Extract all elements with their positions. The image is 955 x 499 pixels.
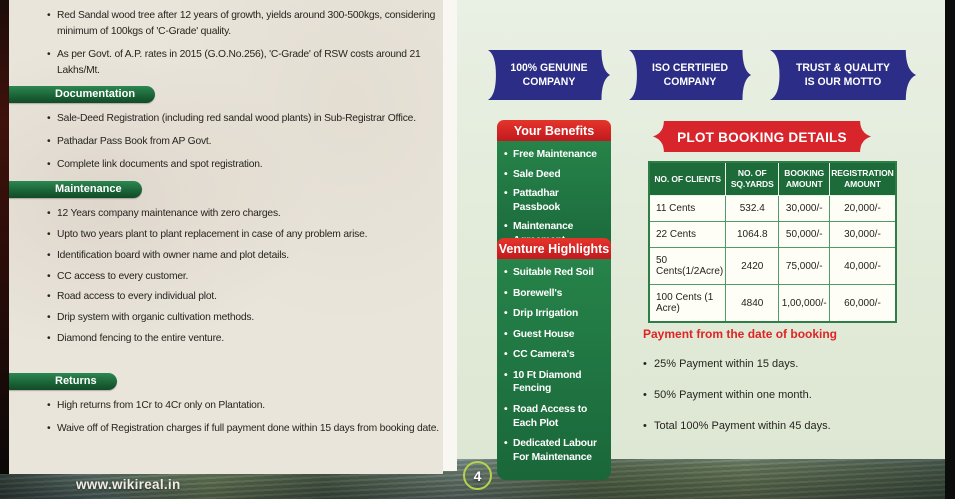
list-item: CC access to every customer. bbox=[47, 269, 439, 285]
banner-line: COMPANY bbox=[663, 76, 717, 88]
page-gutter bbox=[443, 0, 457, 471]
benefit-item: Pattadhar Passbook bbox=[504, 187, 608, 214]
banner-iso-certified: ISO CERTIFIED COMPANY bbox=[629, 50, 751, 100]
list-item: High returns from 1Cr to 4Cr only on Pla… bbox=[47, 398, 439, 414]
highlight-item: Guest House bbox=[504, 328, 608, 342]
payment-item: Total 100% Payment within 45 days. bbox=[643, 420, 943, 432]
highlight-item: CC Camera's bbox=[504, 348, 608, 362]
list-item: As per Govt. of A.P. rates in 2015 (G.O.… bbox=[47, 47, 439, 79]
benefit-item: Sale Deed bbox=[504, 168, 608, 182]
banner-line: ISO CERTIFIED bbox=[651, 61, 729, 74]
website-url: www.wikireal.in bbox=[76, 477, 181, 492]
banner-trust-quality: TRUST & QUALITY IS OUR MOTTO bbox=[770, 50, 916, 100]
list-item: Red Sandal wood tree after 12 years of g… bbox=[47, 8, 439, 40]
highlight-item: Drip Irrigation bbox=[504, 307, 608, 321]
left-page-edge bbox=[0, 0, 9, 474]
table-header-row: NO. OF CLIENTS NO. OF SQ.YARDS BOOKING A… bbox=[648, 161, 897, 197]
table-cell: 1064.8 bbox=[725, 221, 780, 249]
section-badge-maintenance: Maintenance bbox=[9, 180, 142, 198]
maintenance-section: 12 Years company maintenance with zero c… bbox=[47, 206, 439, 348]
payment-item: 25% Payment within 15 days. bbox=[643, 358, 943, 370]
list-item: Complete link documents and spot registr… bbox=[47, 157, 439, 173]
payment-item: 50% Payment within one month. bbox=[643, 389, 943, 401]
highlight-item: Road Access to Each Plot bbox=[504, 403, 608, 430]
table-cell: 100 Cents (1 Acre) bbox=[648, 284, 727, 323]
list-item: Waive off of Registration charges if ful… bbox=[47, 421, 439, 437]
table-header-cell: BOOKING AMOUNT bbox=[778, 161, 831, 197]
highlight-item: Borewell's bbox=[504, 287, 608, 301]
highlight-item: Dedicated Labour For Maintenance bbox=[504, 437, 608, 464]
table-cell: 50 Cents(1/2Acre) bbox=[648, 247, 727, 286]
table-cell: 60,000/- bbox=[829, 284, 897, 323]
list-item: Upto two years plant to plant replacemen… bbox=[47, 227, 439, 243]
table-cell: 50,000/- bbox=[778, 221, 831, 249]
banner-text: ISO CERTIFIED COMPANY bbox=[632, 50, 748, 100]
highlights-panel: Venture Highlights Suitable Red Soil Bor… bbox=[497, 238, 611, 481]
banner-genuine-company: 100% GENUINE COMPANY bbox=[488, 50, 610, 100]
plot-booking-title: PLOT BOOKING DETAILS bbox=[677, 128, 847, 145]
left-page: Red Sandal wood tree after 12 years of g… bbox=[9, 0, 443, 474]
section-badge-returns: Returns bbox=[9, 373, 117, 391]
table-cell: 22 Cents bbox=[648, 221, 727, 249]
right-page: 100% GENUINE COMPANY ISO CERTIFIED COMPA… bbox=[457, 0, 945, 481]
table-cell: 30,000/- bbox=[778, 195, 831, 223]
ribbon-shape bbox=[770, 50, 916, 100]
table-row: 11 Cents 532.4 30,000/- 20,000/- bbox=[648, 195, 897, 223]
list-item: Pathadar Pass Book from AP Govt. bbox=[47, 134, 439, 150]
ribbon-shape bbox=[653, 121, 871, 152]
banner-line: IS OUR MOTTO bbox=[804, 76, 882, 88]
list-item: Sale-Deed Registration (including red sa… bbox=[47, 111, 439, 127]
payment-section: Payment from the date of booking 25% Pay… bbox=[643, 327, 943, 451]
highlights-title: Venture Highlights bbox=[497, 238, 611, 259]
banner-row: 100% GENUINE COMPANY ISO CERTIFIED COMPA… bbox=[488, 50, 916, 100]
table-cell: 2420 bbox=[725, 247, 780, 286]
list-item: Identification board with owner name and… bbox=[47, 248, 439, 264]
section-badge-documentation: Documentation bbox=[9, 85, 156, 103]
table-cell: 532.4 bbox=[725, 195, 780, 223]
payment-title: Payment from the date of booking bbox=[643, 327, 838, 341]
benefits-title: Your Benefits bbox=[497, 120, 611, 141]
table-cell: 11 Cents bbox=[648, 195, 727, 223]
table-header-cell: NO. OF CLIENTS bbox=[648, 161, 727, 197]
highlight-item: Suitable Red Soil bbox=[504, 266, 608, 280]
banner-text: TRUST & QUALITY IS OUR MOTTO bbox=[774, 50, 913, 100]
table-row: 100 Cents (1 Acre) 4840 1,00,000/- 60,00… bbox=[648, 284, 897, 323]
table-cell: 40,000/- bbox=[829, 247, 897, 286]
right-page-edge bbox=[945, 0, 955, 499]
ribbon-shape bbox=[488, 50, 610, 100]
table-header-cell: REGISTRATION AMOUNT bbox=[829, 161, 897, 197]
banner-line: COMPANY bbox=[522, 76, 576, 88]
table-row: 50 Cents(1/2Acre) 2420 75,000/- 40,000/- bbox=[648, 247, 897, 286]
left-page-content: Red Sandal wood tree after 12 years of g… bbox=[9, 0, 443, 474]
list-item: Drip system with organic cultivation met… bbox=[47, 310, 439, 326]
plot-booking-ribbon: PLOT BOOKING DETAILS bbox=[653, 121, 871, 152]
table-row: 22 Cents 1064.8 50,000/- 30,000/- bbox=[648, 221, 897, 249]
highlight-item: 10 Ft Diamond Fencing bbox=[504, 369, 608, 396]
highlights-list: Suitable Red Soil Borewell's Drip Irriga… bbox=[497, 259, 611, 481]
table-cell: 30,000/- bbox=[829, 221, 897, 249]
booking-table: NO. OF CLIENTS NO. OF SQ.YARDS BOOKING A… bbox=[648, 161, 897, 324]
list-item: Road access to every individual plot. bbox=[47, 289, 439, 305]
table-cell: 1,00,000/- bbox=[778, 284, 831, 323]
table-header-cell: NO. OF SQ.YARDS bbox=[725, 161, 780, 197]
banner-line: 100% GENUINE bbox=[510, 61, 588, 74]
table-cell: 20,000/- bbox=[829, 195, 897, 223]
table-cell: 75,000/- bbox=[778, 247, 831, 286]
ribbon-shape bbox=[629, 50, 751, 100]
list-item: 12 Years company maintenance with zero c… bbox=[47, 206, 439, 222]
list-item: Diamond fencing to the entire venture. bbox=[47, 331, 439, 347]
benefit-item: Free Maintenance bbox=[504, 148, 608, 162]
banner-text: 100% GENUINE COMPANY bbox=[491, 50, 607, 100]
banner-line: TRUST & QUALITY bbox=[795, 61, 891, 74]
table-cell: 4840 bbox=[725, 284, 780, 323]
page-number-badge: 4 bbox=[463, 461, 492, 490]
